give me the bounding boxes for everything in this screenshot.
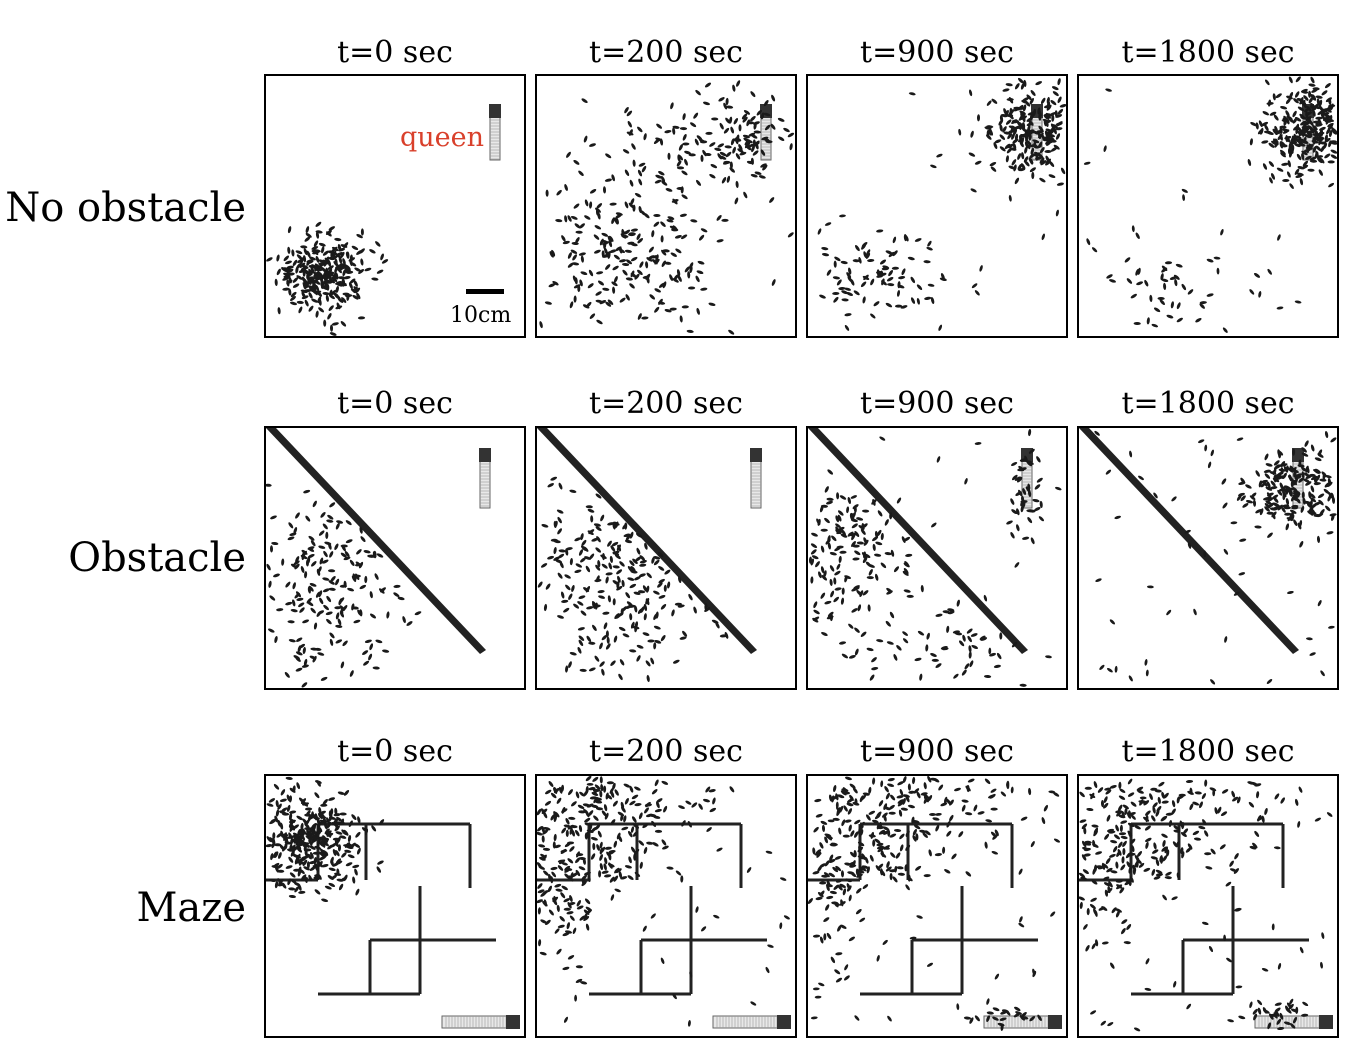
arena-photo — [808, 776, 1062, 1031]
arena-photo — [537, 428, 762, 683]
time-label: t=1800 sec — [1121, 734, 1295, 769]
panel-maze-t900 — [806, 774, 1068, 1038]
arena-photo — [266, 776, 520, 1029]
arena-photo — [1079, 428, 1337, 685]
time-label: t=1800 sec — [1121, 35, 1295, 70]
arena-photo — [1079, 778, 1333, 1032]
time-label: t=900 sec — [860, 734, 1014, 769]
panel-obstacle-t200 — [535, 426, 797, 690]
row-label-obstacle: Obstacle — [68, 535, 246, 581]
time-label: t=200 sec — [589, 386, 743, 421]
time-label: t=900 sec — [860, 386, 1014, 421]
arena-photo — [1083, 76, 1337, 333]
time-label: t=200 sec — [589, 734, 743, 769]
panel-maze-t1800 — [1077, 774, 1339, 1038]
row-label-no-obstacle: No obstacle — [5, 185, 246, 231]
time-label: t=1800 sec — [1121, 386, 1295, 421]
panel-no-obstacle-t900 — [806, 74, 1068, 338]
panel-obstacle-t1800 — [1077, 426, 1339, 690]
time-label: t=0 sec — [337, 35, 453, 70]
panel-obstacle-t900 — [806, 426, 1068, 690]
panel-no-obstacle-t0: queen 10cm — [264, 74, 526, 338]
time-label: t=900 sec — [860, 35, 1014, 70]
panel-obstacle-t0 — [264, 426, 526, 690]
panel-no-obstacle-t200 — [535, 74, 797, 338]
scale-bar — [466, 289, 504, 294]
time-label: t=0 sec — [337, 386, 453, 421]
queen-label: queen — [400, 122, 485, 153]
panel-maze-t0 — [264, 774, 526, 1038]
arena-photo — [808, 428, 1062, 687]
time-label: t=0 sec — [337, 734, 453, 769]
panel-no-obstacle-t1800 — [1077, 74, 1339, 338]
time-label: t=200 sec — [589, 35, 743, 70]
arena-photo — [817, 77, 1066, 331]
arena-photo — [266, 428, 491, 688]
scale-label: 10cm — [450, 303, 512, 328]
arena-photo — [537, 776, 791, 1029]
arena-photo — [539, 80, 795, 335]
panel-maze-t200 — [535, 774, 797, 1038]
row-label-maze: Maze — [136, 885, 246, 931]
arena-photo — [266, 104, 501, 336]
